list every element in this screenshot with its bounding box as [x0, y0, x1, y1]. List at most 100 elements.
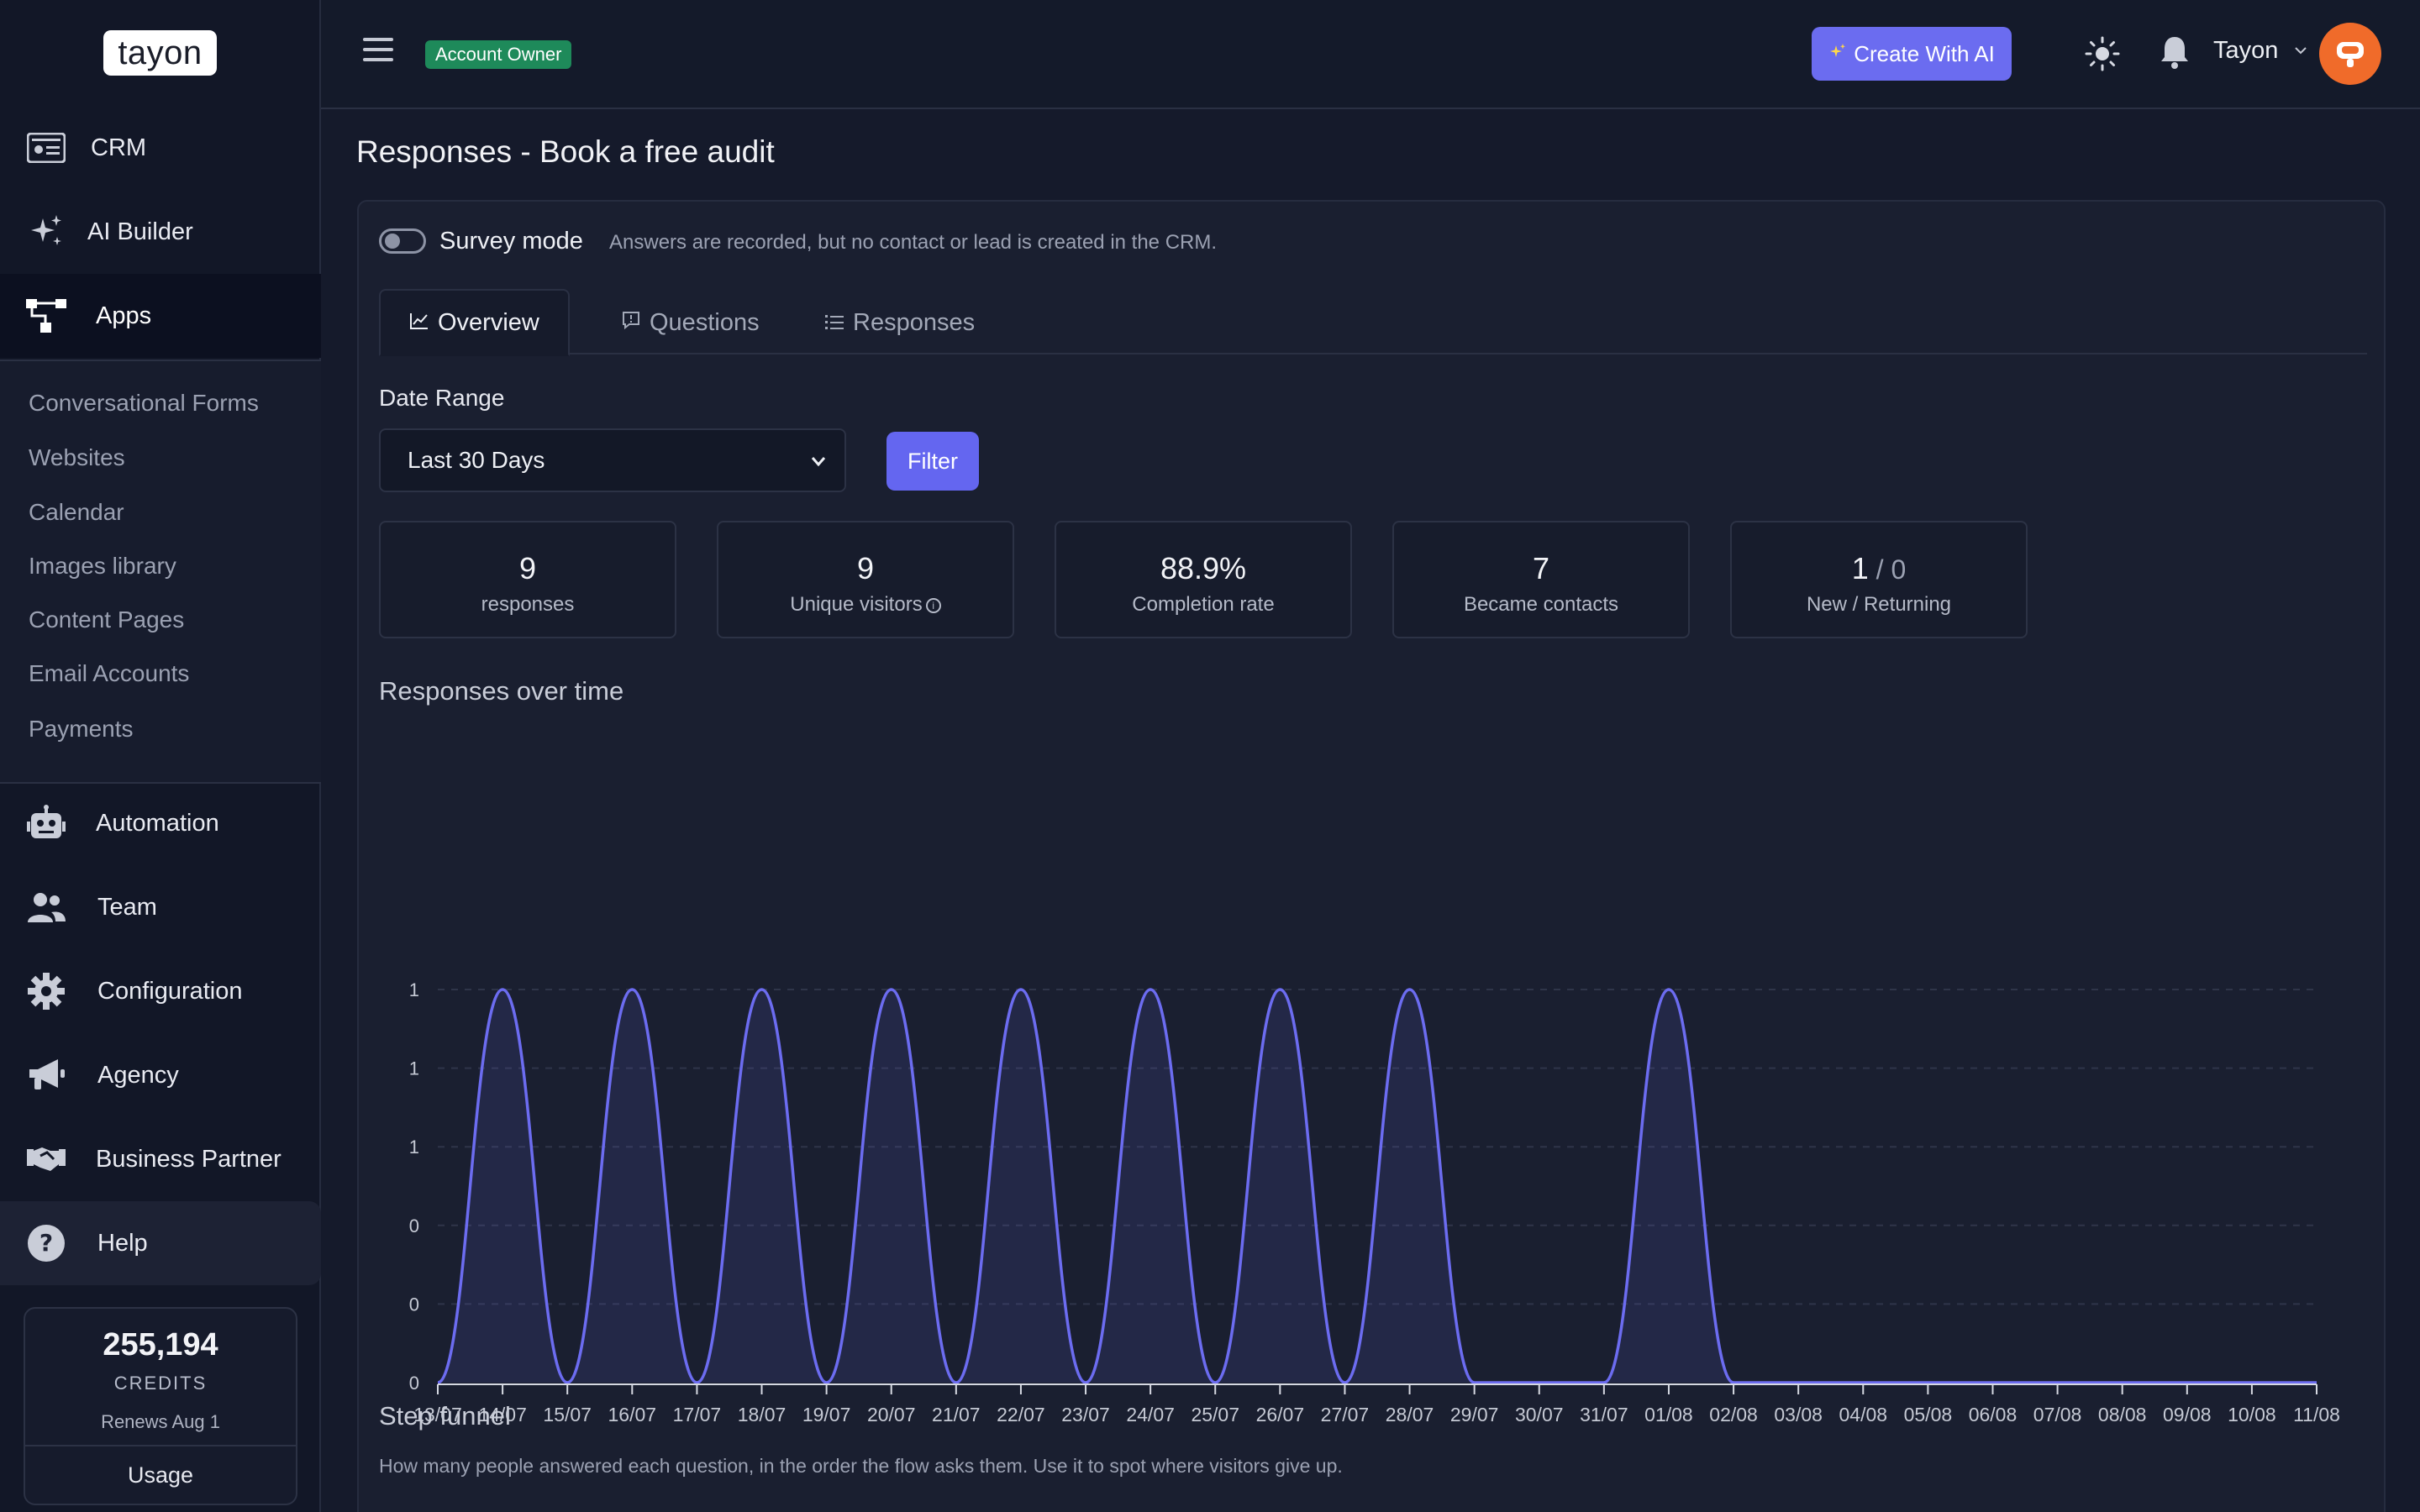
x-tick-label: 04/08 — [1839, 1404, 1887, 1425]
step-funnel-help: How many people answered each question, … — [379, 1455, 1343, 1477]
create-with-ai-button[interactable]: Create With AI — [1812, 27, 2012, 81]
submenu-item-payments[interactable]: Payments — [29, 716, 134, 742]
stat-value: 7 — [1532, 551, 1550, 585]
x-tick-label: 08/08 — [2098, 1404, 2147, 1425]
line-chart-icon — [409, 309, 429, 337]
x-tick-label: 16/07 — [608, 1404, 657, 1425]
x-tick-label: 11/08 — [2293, 1404, 2340, 1425]
stat-value: 88.9% — [1160, 551, 1247, 585]
stat-card-completion-rate: 88.9% Completion rate — [1055, 521, 1352, 638]
handshake-icon — [25, 1138, 67, 1180]
tab-responses[interactable]: Responses — [796, 289, 1003, 356]
tabs: Overview Questions Responses — [379, 289, 2367, 356]
sidebar-item-automation[interactable]: Automation — [0, 781, 321, 865]
avatar[interactable] — [2319, 23, 2381, 85]
x-tick-label: 21/07 — [932, 1404, 981, 1425]
megaphone-icon — [25, 1054, 67, 1096]
apps-submenu: Conversational Forms Websites Calendar I… — [0, 360, 321, 784]
survey-mode-toggle[interactable] — [379, 228, 426, 254]
date-range-select[interactable]: Last 30 Days — [379, 428, 846, 492]
y-tick-label: 0 — [409, 1373, 419, 1394]
tab-overview[interactable]: Overview — [379, 289, 570, 356]
sparkles-icon — [25, 211, 67, 253]
tab-questions[interactable]: Questions — [592, 289, 788, 356]
sidebar-item-crm[interactable]: CRM — [0, 106, 321, 190]
y-tick-label: 0 — [409, 1294, 419, 1315]
tayon-logo[interactable]: tayon — [103, 30, 217, 76]
role-badge: Account Owner — [425, 40, 572, 69]
sidebar-item-label: Apps — [96, 302, 152, 329]
x-tick-label: 23/07 — [1061, 1404, 1110, 1425]
sidebar-item-label: Configuration — [97, 977, 243, 1005]
stat-card-responses: 9 responses — [379, 521, 676, 638]
x-tick-label: 28/07 — [1386, 1404, 1434, 1425]
survey-mode-help: Answers are recorded, but no contact or … — [609, 231, 1218, 254]
hamburger-menu-icon[interactable] — [363, 38, 393, 68]
sidebar-item-label: Agency — [97, 1061, 179, 1089]
stat-value: 9 — [856, 551, 875, 585]
create-with-ai-label: Create With AI — [1854, 40, 1995, 66]
tab-label: Responses — [853, 308, 976, 336]
sidebar-item-label: Automation — [96, 809, 219, 837]
user-menu-name[interactable]: Tayon — [2213, 37, 2279, 64]
tab-label: Questions — [650, 308, 760, 336]
overview-panel: Survey mode Answers are recorded, but no… — [357, 200, 2386, 1512]
usage-button[interactable]: Usage — [25, 1445, 296, 1504]
gear-icon — [25, 970, 67, 1012]
submenu-item-websites[interactable]: Websites — [29, 444, 125, 470]
series-line — [437, 988, 2317, 1384]
date-range-label: Date Range — [379, 385, 505, 411]
x-tick-label: 05/08 — [1904, 1404, 1953, 1425]
submenu-item-content-pages[interactable]: Content Pages — [29, 606, 185, 633]
x-tick-label: 14/07 — [478, 1404, 527, 1425]
responses-over-time-chart: 0 0 0 1 1 1 13/07 14/07 15/07 16/07 17/07 18/07 19/0… — [409, 979, 2340, 1425]
x-tick-label: 17/07 — [673, 1404, 722, 1425]
x-tick-label: 18/07 — [738, 1404, 786, 1425]
topbar: Account Owner Create With AI Tayon — [321, 0, 2420, 109]
x-tick-label: 10/08 — [2228, 1404, 2276, 1425]
credits-renews: Renews Aug 1 — [101, 1411, 220, 1432]
stat-value: 9 — [518, 551, 537, 585]
chevron-down-icon[interactable] — [2294, 42, 2307, 60]
x-tick-label: 01/08 — [1644, 1404, 1693, 1425]
submenu-item-email-accounts[interactable]: Email Accounts — [29, 660, 190, 686]
x-tick-label: 02/08 — [1709, 1404, 1758, 1425]
chart-title: Responses over time — [379, 676, 624, 706]
sidebar-item-team[interactable]: Team — [0, 865, 321, 949]
x-tick-label: 26/07 — [1256, 1404, 1305, 1425]
sidebar-item-label: Business Partner — [96, 1145, 281, 1173]
x-tick-label: 19/07 — [802, 1404, 851, 1425]
x-tick-label: 24/07 — [1126, 1404, 1175, 1425]
y-tick-label: 1 — [409, 1137, 419, 1158]
y-tick-label: 0 — [409, 1215, 419, 1236]
stat-label: New / Returning — [1806, 593, 1952, 616]
stat-label: Completion rate — [1132, 593, 1275, 616]
sidebar-item-label: Team — [97, 893, 157, 921]
theme-toggle-sun-icon[interactable] — [2084, 35, 2121, 72]
sparkles-icon — [1828, 41, 1847, 67]
sidebar-item-ai-builder[interactable]: AI Builder — [0, 190, 321, 274]
info-icon[interactable]: i — [925, 598, 941, 613]
sidebar-item-configuration[interactable]: Configuration — [0, 949, 321, 1033]
x-tick-label: 09/08 — [2163, 1404, 2212, 1425]
sidebar-item-business-partner[interactable]: Business Partner — [0, 1117, 321, 1201]
question-circle-icon: ? — [25, 1222, 67, 1264]
submenu-item-images-library[interactable]: Images library — [29, 553, 176, 579]
stat-label: Became contacts — [1463, 593, 1619, 616]
notifications-bell-icon[interactable] — [2158, 34, 2191, 71]
sidebar-item-help[interactable]: ? Help — [0, 1201, 321, 1285]
submenu-item-conversational-forms[interactable]: Conversational Forms — [29, 390, 259, 416]
x-tick-label: 31/07 — [1580, 1404, 1628, 1425]
y-tick-label: 1 — [409, 979, 419, 1000]
sidebar-item-agency[interactable]: Agency — [0, 1033, 321, 1117]
x-tick-label: 13/07 — [413, 1404, 462, 1425]
list-icon — [824, 309, 844, 337]
x-tick-label: 25/07 — [1191, 1404, 1239, 1425]
stat-value-row: 1 / 0 — [1851, 551, 1907, 585]
x-tick-label: 27/07 — [1321, 1404, 1370, 1425]
sidebar-item-apps[interactable]: Apps — [0, 274, 321, 358]
filter-button[interactable]: Filter — [886, 432, 979, 491]
chevron-down-icon — [809, 450, 828, 478]
sidebar: tayon CRM AI Builder Apps Conversational… — [0, 0, 321, 1512]
submenu-item-calendar[interactable]: Calendar — [29, 499, 124, 525]
